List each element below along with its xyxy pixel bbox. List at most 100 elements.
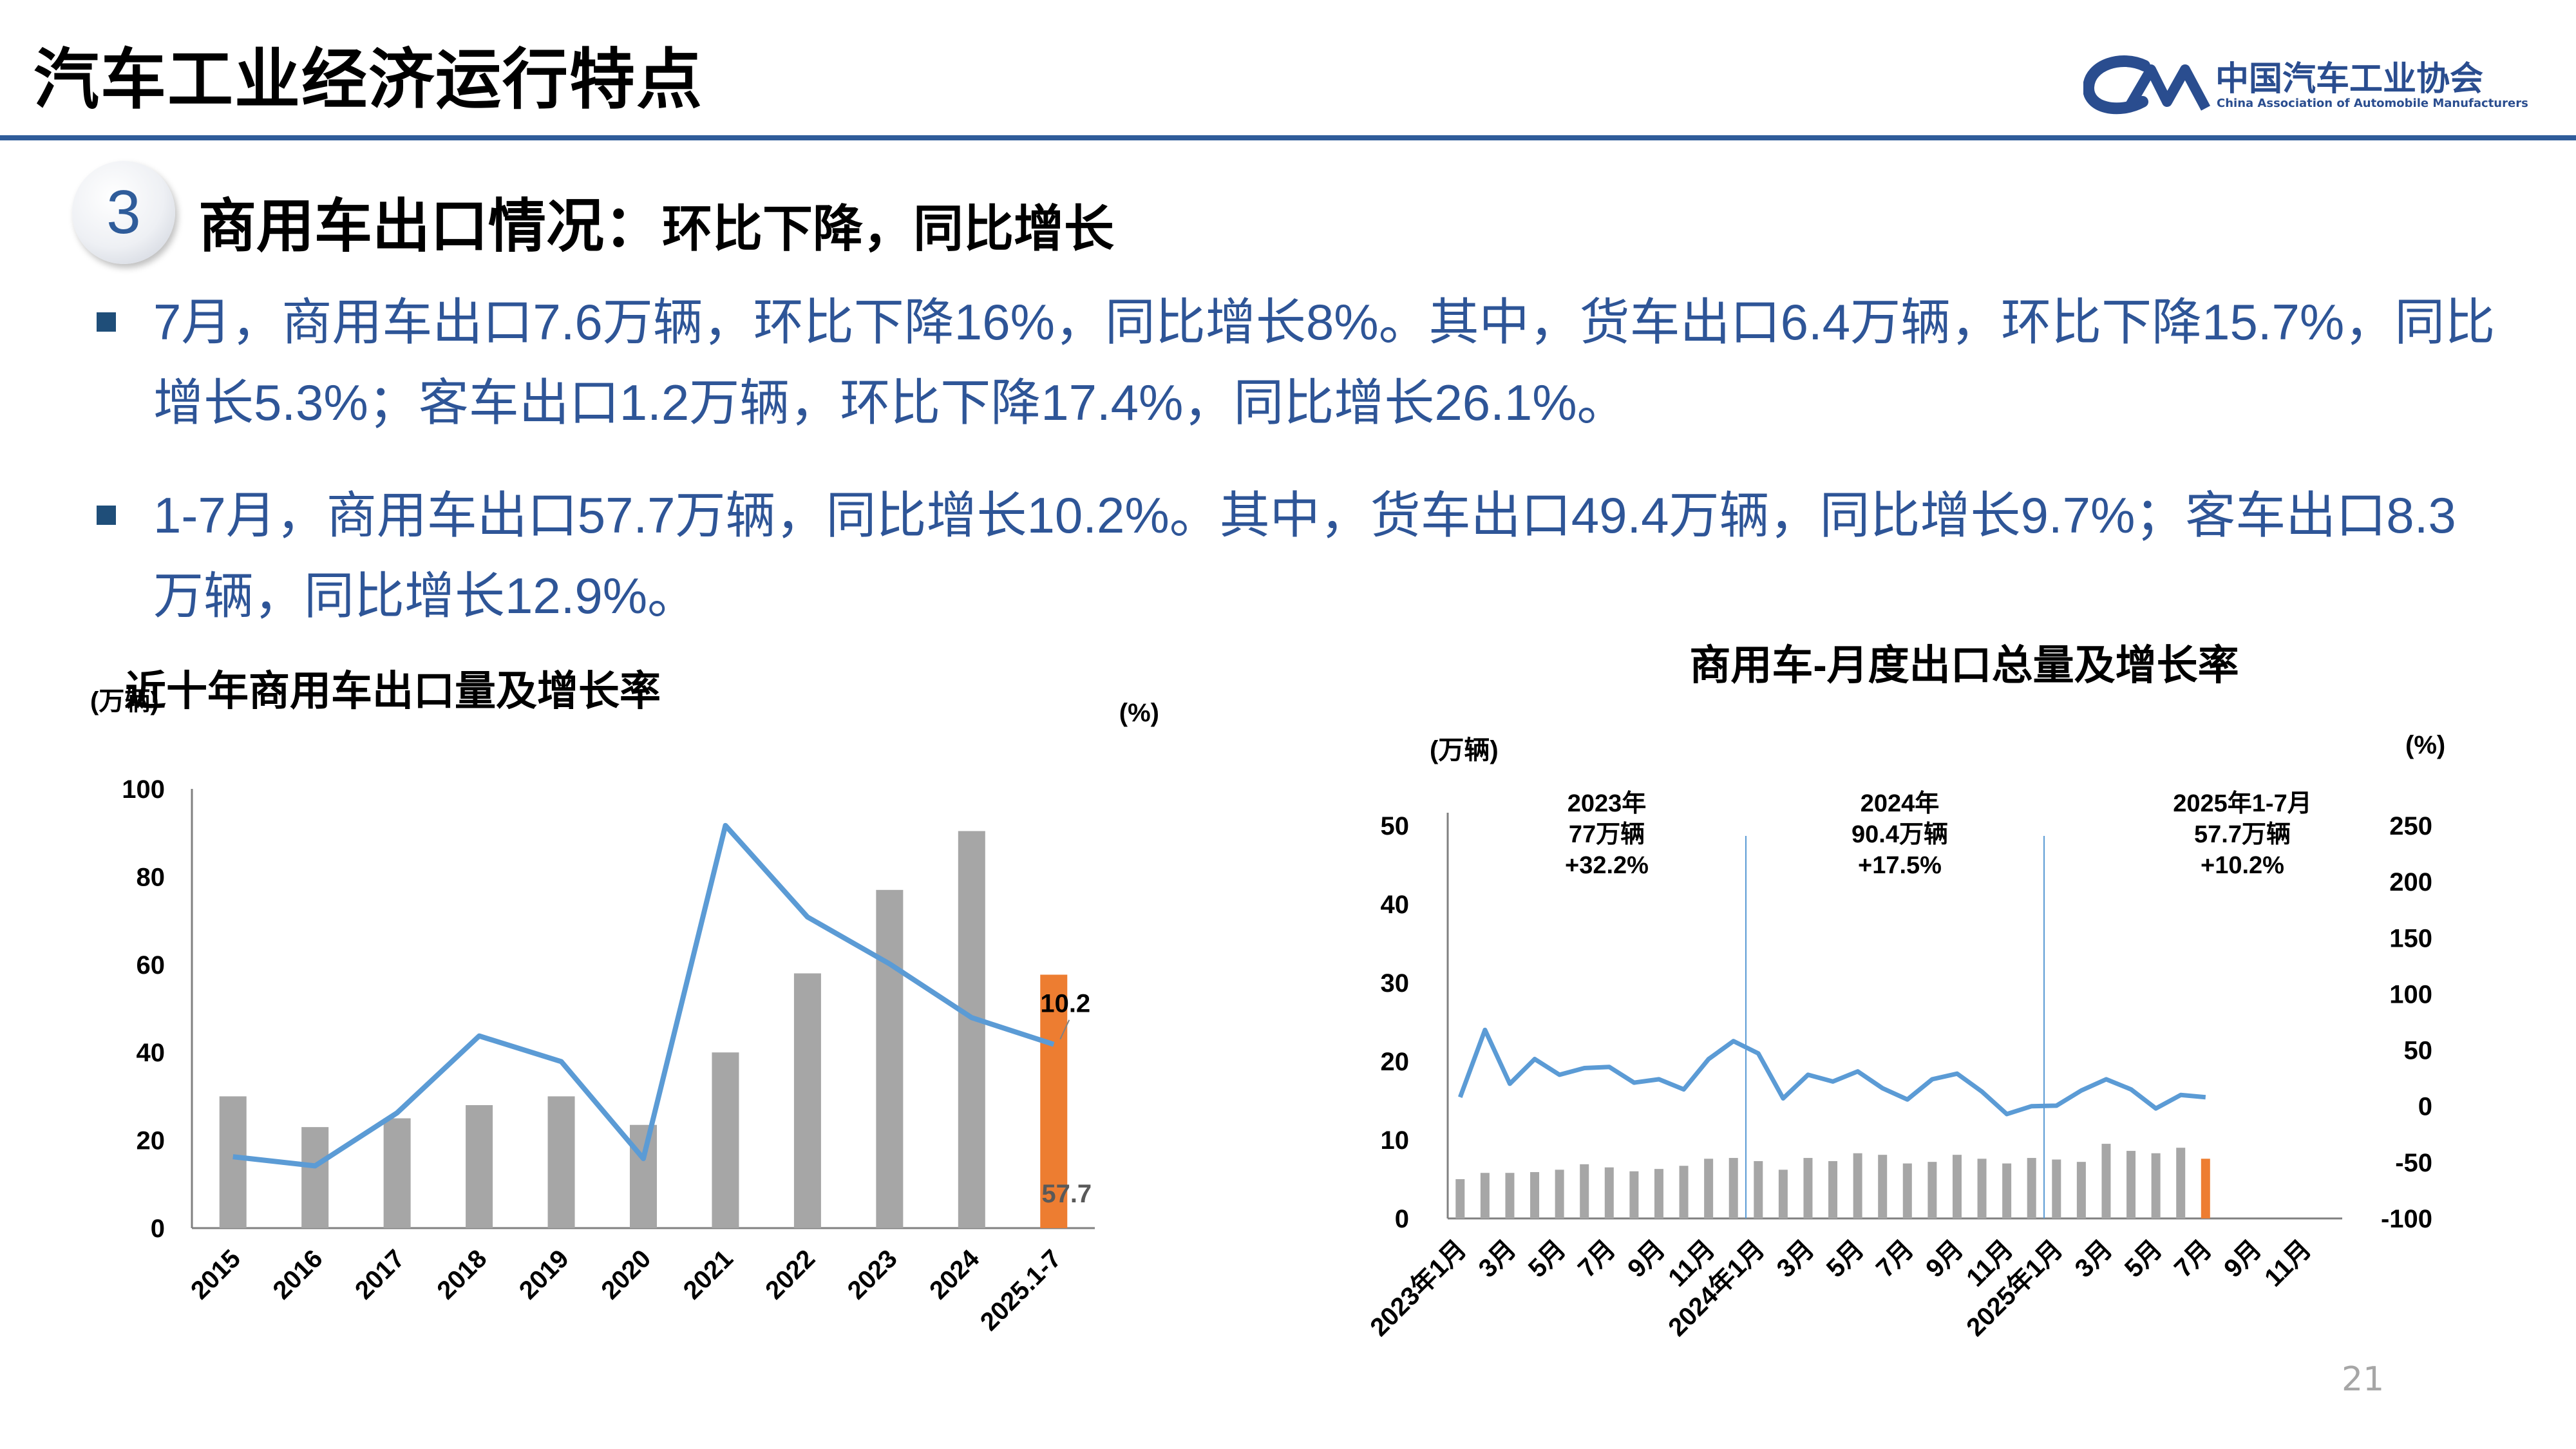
- chart1-left-tick: 40: [137, 1039, 166, 1067]
- chart2-bar: [1778, 1170, 1788, 1218]
- chart1-x-tick: 2022: [760, 1244, 820, 1305]
- chart1-right-unit: (%): [1119, 699, 1159, 727]
- chart2-right-tick: -100: [2381, 1205, 2432, 1233]
- chart2-annotation-volume: 77万辆: [1569, 821, 1645, 848]
- chart2-bar: [2027, 1158, 2036, 1218]
- chart1-bar: [712, 1052, 739, 1228]
- chart2-left-unit: (万辆): [1430, 736, 1499, 764]
- chart2-bar: [1604, 1167, 1614, 1218]
- chart1-bar: [301, 1127, 329, 1228]
- chart2-bar: [1902, 1163, 1912, 1218]
- chart2-bar: [1455, 1179, 1465, 1218]
- page-number: 21: [2342, 1360, 2385, 1399]
- monthly-export-chart: 商用车-月度出口总量及增长率 (万辆) (%) 0 10 20 30 40 50 -100 -…: [1365, 642, 2445, 1342]
- chart2-bar: [1853, 1153, 1862, 1218]
- chart1-bar: [630, 1124, 657, 1228]
- caam-logo: 中国汽车工业协会 China Association of Automobile…: [2083, 40, 2528, 124]
- chart2-bar: [2201, 1159, 2210, 1218]
- chart2-x-tick: 9月: [1622, 1235, 1671, 1283]
- chart2-annotation-growth: +10.2%: [2201, 852, 2284, 879]
- chart2-left-tick: 10: [1381, 1126, 1410, 1155]
- chart2-annotation-year: 2023年: [1567, 790, 1647, 817]
- chart2-left-tick: 40: [1381, 891, 1410, 919]
- chart2-right-tick: -50: [2395, 1149, 2432, 1177]
- chart2-x-tick: 7月: [1573, 1235, 1621, 1283]
- chart2-bar: [1878, 1155, 1888, 1218]
- chart1-x-tick: 2021: [678, 1244, 739, 1305]
- chart2-right-tick: 100: [2389, 980, 2432, 1009]
- chart1-bar: [793, 973, 821, 1228]
- chart1-growth-line: [232, 822, 1055, 1169]
- chart2-x-tick: 2023年1月: [1365, 1235, 1472, 1341]
- bullet-marker: [97, 312, 116, 332]
- chart2-x-tick: 5月: [1821, 1235, 1870, 1283]
- title-divider: [0, 135, 2576, 140]
- chart2-x-tick: 3月: [1772, 1235, 1820, 1283]
- chart1-left-tick: 20: [137, 1127, 166, 1155]
- chart2-bar: [2076, 1162, 2086, 1218]
- chart2-annotation-year: 2025年1-7月: [2173, 790, 2311, 817]
- chart2-x-tick: 11月: [2259, 1235, 2316, 1292]
- chart2-left-tick: 20: [1381, 1048, 1410, 1076]
- chart2-right-tick: 0: [2418, 1093, 2432, 1121]
- chart1-bar: [1040, 974, 1068, 1228]
- chart2-x-tick: 7月: [2169, 1235, 2217, 1283]
- chart2-bar: [1754, 1160, 1763, 1218]
- section-title: 商用车出口情况：: [198, 193, 662, 260]
- chart2-right-tick: 150: [2389, 924, 2432, 952]
- chart1-left-tick: 100: [122, 775, 165, 804]
- chart2-right-tick: 50: [2404, 1037, 2433, 1065]
- bullet-paragraph-2: 1-7月，商用车出口57.7万辆，同比增长10.2%。其中，货车出口49.4万辆…: [153, 487, 2456, 624]
- chart2-x-tick: 9月: [2219, 1235, 2267, 1283]
- chart2-right-unit: (%): [2405, 731, 2445, 759]
- chart1-left-unit: (万辆): [90, 687, 159, 715]
- chart2-bar: [2052, 1159, 2061, 1218]
- chart1-bar: [219, 1096, 247, 1228]
- chart1-title: 近十年商用车出口量及增长率: [125, 668, 661, 714]
- annual-export-chart: 近十年商用车出口量及增长率 (万辆) (%) 020406080100-4004…: [90, 668, 1159, 1336]
- chart1-bar: [876, 889, 904, 1228]
- chart2-bar: [2176, 1148, 2186, 1218]
- logo-english-name: China Association of Automobile Manufact…: [2217, 97, 2528, 110]
- chart2-bar: [1654, 1169, 1663, 1218]
- chart2-bar: [1679, 1166, 1689, 1218]
- chart2-bar: [1803, 1158, 1813, 1218]
- chart2-right-tick: 250: [2389, 812, 2432, 840]
- chart1-bar: [547, 1096, 575, 1228]
- chart1-x-tick: 2023: [842, 1244, 903, 1305]
- bullet-paragraph-1: 7月，商用车出口7.6万辆，环比下降16%，同比增长8%。其中，货车出口6.4万…: [153, 294, 2496, 431]
- chart2-x-tick: 5月: [2119, 1235, 2168, 1283]
- chart2-x-tick: 7月: [1871, 1235, 1919, 1283]
- chart2-bar: [1580, 1164, 1589, 1218]
- chart2-bar: [1530, 1172, 1540, 1218]
- page-title: 汽车工业经济运行特点: [33, 42, 703, 118]
- chart2-growth-line: [1458, 1027, 2206, 1117]
- chart1-bar: [958, 831, 985, 1228]
- section-number-badge: 3: [72, 161, 175, 264]
- chart2-bar: [1480, 1173, 1490, 1218]
- chart1-bar: [383, 1118, 411, 1228]
- section-subtitle: 环比下降，同比增长: [662, 200, 1115, 258]
- chart1-x-tick: 2015: [185, 1244, 246, 1305]
- chart2-annotation-growth: +17.5%: [1858, 852, 1942, 879]
- chart2-left-tick: 30: [1381, 969, 1410, 998]
- bullet-marker: [97, 506, 116, 525]
- chart2-bar: [2126, 1151, 2136, 1218]
- caam-logo-icon: [2083, 55, 2211, 115]
- chart1-x-tick: 2024: [924, 1244, 985, 1305]
- chart2-bar: [1828, 1160, 1838, 1218]
- chart1-x-tick: 2020: [596, 1244, 656, 1305]
- chart2-bar: [1927, 1162, 1937, 1218]
- chart1-left-tick: 80: [137, 863, 166, 891]
- chart2-bar: [1505, 1173, 1515, 1218]
- chart1-left-tick: 60: [137, 951, 166, 980]
- chart1-bar-data-label: 57.7: [1041, 1180, 1092, 1208]
- chart2-x-tick: 9月: [1920, 1235, 1969, 1283]
- chart2-annotation-growth: +32.2%: [1565, 852, 1649, 879]
- chart2-x-tick: 3月: [2070, 1235, 2118, 1283]
- section-heading: 商用车出口情况：环比下降，同比增长: [198, 179, 1114, 263]
- chart2-bar: [2151, 1153, 2161, 1218]
- chart1-bar: [466, 1105, 493, 1228]
- chart1-x-tick: 2025.1-7: [975, 1244, 1067, 1336]
- chart2-right-tick: 200: [2389, 868, 2432, 896]
